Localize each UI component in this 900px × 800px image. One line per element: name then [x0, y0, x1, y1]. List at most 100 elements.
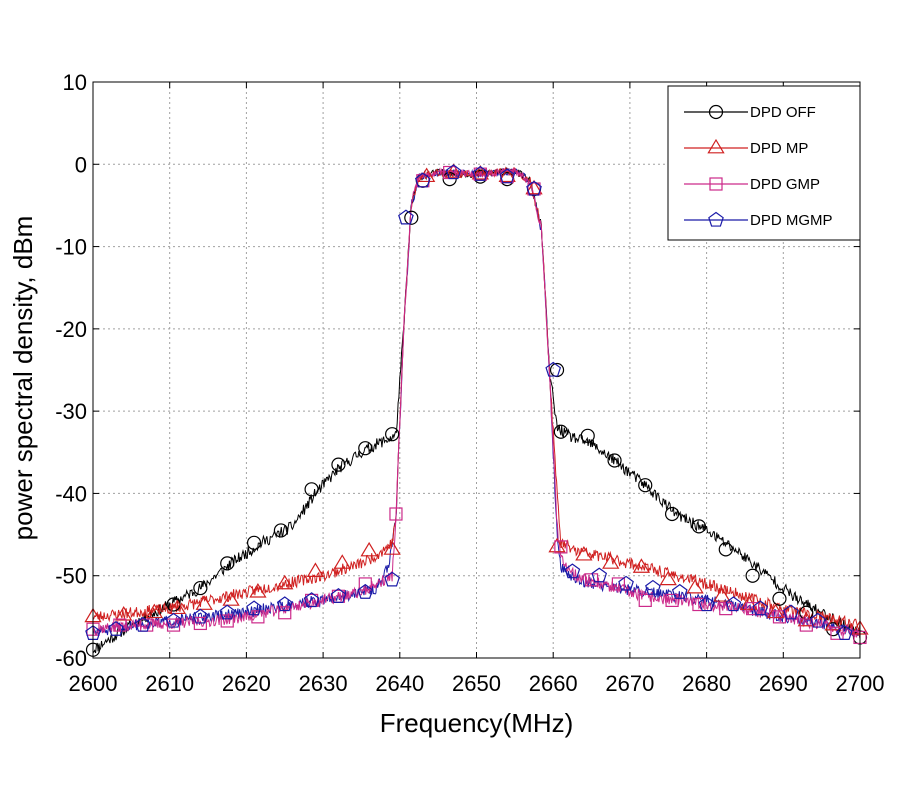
data-point-marker: [718, 542, 733, 557]
data-point-marker: [331, 457, 346, 472]
data-point-marker: [166, 618, 181, 632]
data-point-marker: [830, 626, 844, 640]
data-point-marker: [358, 441, 373, 456]
data-point-marker: [632, 558, 651, 573]
data-point-marker: [273, 523, 289, 538]
data-point-marker: [607, 453, 622, 468]
data-point-marker: [113, 618, 127, 632]
data-point-marker: [330, 588, 347, 603]
data-point-marker: [580, 428, 595, 443]
data-point-marker: [618, 575, 634, 591]
data-point-marker: [108, 620, 124, 636]
data-point-marker: [278, 606, 292, 620]
data-point-marker: [664, 506, 680, 522]
data-point-marker: [219, 604, 236, 620]
legend-swatch-marker: [709, 177, 723, 191]
y-tick-label: -50: [55, 564, 87, 589]
data-point-marker: [192, 608, 209, 624]
data-point-marker: [195, 595, 213, 610]
axis-ticks: 2600 2610 2620 2630 2640 2650 2660 2670 2680 2690…: [55, 70, 884, 696]
data-point-marker: [665, 593, 679, 608]
data-point-marker: [638, 593, 652, 608]
legend-entry-label: DPD OFF: [750, 104, 816, 121]
data-point-marker: [472, 165, 489, 181]
legend: DPD OFF DPD MP DPD GMP DPD MGMP: [667, 85, 861, 241]
legend-entry-label: DPD MP: [750, 140, 808, 157]
data-point-marker: [686, 578, 704, 594]
x-tick-label: 2670: [605, 671, 654, 696]
data-point-marker: [276, 574, 294, 590]
data-point-marker: [168, 599, 187, 615]
data-point-marker: [357, 583, 374, 599]
legend-entry-label: DPD MGMP: [750, 212, 833, 229]
y-axis-label: power spectral density, dBm: [8, 216, 38, 541]
x-tick-label: 2700: [836, 671, 885, 696]
legend-entry-label: DPD GMP: [750, 176, 820, 193]
x-tick-label: 2690: [759, 671, 808, 696]
data-point-marker: [360, 541, 378, 557]
data-point-marker: [824, 615, 842, 631]
data-point-marker: [659, 570, 677, 586]
data-point-marker: [444, 163, 463, 178]
x-tick-label: 2680: [682, 671, 731, 696]
data-point-marker: [389, 507, 403, 521]
data-point-marker: [671, 583, 688, 599]
data-point-marker: [584, 573, 599, 587]
x-tick-label: 2660: [529, 671, 578, 696]
data-point-marker: [498, 167, 516, 183]
data-point-marker: [276, 596, 293, 612]
data-point-marker: [445, 164, 462, 180]
x-axis-label: Frequency(MHz): [380, 708, 574, 738]
y-tick-label: 10: [63, 70, 87, 95]
data-point-marker: [575, 545, 593, 561]
data-point-marker: [602, 554, 620, 569]
series-line: [92, 166, 861, 632]
data-point-marker: [836, 625, 853, 640]
data-point-marker: [135, 616, 151, 632]
data-point-marker: [745, 568, 760, 583]
data-point-marker: [692, 597, 706, 612]
data-point-marker: [404, 210, 419, 225]
data-point-marker: [638, 478, 653, 493]
data-point-marker: [358, 577, 372, 591]
y-tick-label: -20: [55, 317, 87, 342]
data-point-marker: [471, 164, 489, 180]
data-point-marker: [222, 591, 240, 606]
data-point-marker: [220, 556, 235, 571]
data-point-marker: [545, 361, 562, 377]
data-point-marker: [746, 602, 760, 616]
data-point-marker: [809, 612, 826, 628]
data-point-marker: [193, 580, 208, 596]
data-point-marker: [249, 582, 267, 598]
data-point-marker: [698, 596, 715, 612]
data-point-marker: [303, 592, 320, 608]
data-point-marker: [246, 600, 262, 616]
data-point-marker: [383, 540, 401, 555]
data-point-marker: [691, 519, 707, 534]
data-point-marker: [554, 540, 568, 554]
data-point-marker: [398, 209, 414, 225]
data-point-marker: [246, 535, 262, 550]
data-point-marker: [548, 537, 566, 553]
data-point-marker: [752, 600, 769, 616]
data-point-marker: [645, 579, 661, 595]
legend-swatch-marker: [708, 104, 724, 120]
data-point-marker: [384, 571, 400, 587]
data-point-marker: [725, 596, 742, 612]
data-point-marker: [385, 427, 400, 442]
x-tick-label: 2650: [452, 671, 501, 696]
data-point-marker: [193, 616, 207, 631]
x-tick-label: 2610: [145, 671, 194, 696]
data-point-marker: [220, 614, 234, 628]
y-tick-label: -30: [55, 399, 87, 424]
x-tick-label: 2620: [222, 671, 271, 696]
legend-swatch-marker: [708, 211, 724, 227]
plot-area: [84, 163, 869, 657]
data-point-marker: [145, 603, 164, 619]
y-tick-label: -40: [55, 481, 87, 506]
data-point-marker: [772, 591, 787, 606]
data-point-marker: [713, 587, 731, 602]
data-point-marker: [499, 168, 516, 184]
data-point-marker: [414, 172, 431, 188]
